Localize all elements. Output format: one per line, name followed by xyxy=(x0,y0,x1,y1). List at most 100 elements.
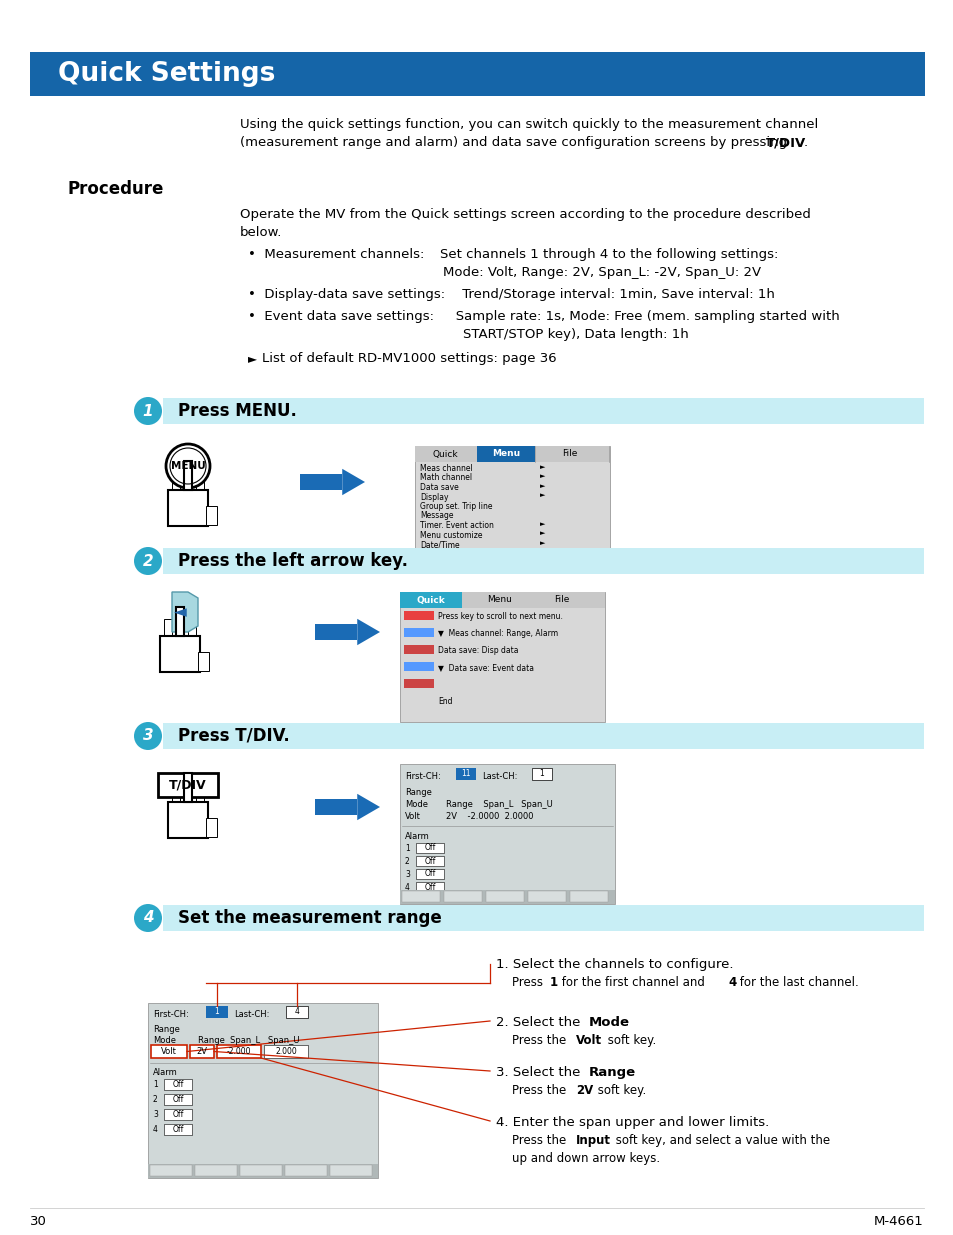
Text: below.: below. xyxy=(240,226,282,240)
Text: File: File xyxy=(554,595,569,604)
Text: Press the: Press the xyxy=(512,1034,569,1047)
Text: .: . xyxy=(622,1016,626,1029)
Text: Press the left arrow key.: Press the left arrow key. xyxy=(178,552,408,571)
Text: Menu customize: Menu customize xyxy=(419,531,482,540)
Circle shape xyxy=(133,904,162,932)
Text: Press: Press xyxy=(512,976,546,989)
Text: ►: ► xyxy=(248,352,256,366)
Text: 4: 4 xyxy=(152,1125,157,1134)
Text: ►: ► xyxy=(539,493,545,499)
Text: .: . xyxy=(803,136,807,149)
Text: First-CH:: First-CH: xyxy=(152,1010,189,1019)
Text: 4. Enter the span upper and lower limits.: 4. Enter the span upper and lower limits… xyxy=(496,1116,768,1129)
Bar xyxy=(163,905,923,931)
Text: Set the measurement range: Set the measurement range xyxy=(178,909,441,927)
Text: MENU: MENU xyxy=(171,461,205,471)
Bar xyxy=(164,1109,192,1120)
Bar xyxy=(299,473,342,490)
Bar xyxy=(416,869,443,879)
Bar xyxy=(399,890,615,904)
Bar xyxy=(172,785,179,802)
Text: Off: Off xyxy=(172,1079,184,1089)
Bar xyxy=(184,462,192,490)
Text: ►: ► xyxy=(539,531,545,536)
Text: Off: Off xyxy=(172,1110,184,1119)
Text: for the last channel.: for the last channel. xyxy=(735,976,858,989)
Bar xyxy=(164,1079,192,1091)
Bar xyxy=(476,446,535,462)
Text: Alarm: Alarm xyxy=(405,832,429,841)
Circle shape xyxy=(166,445,210,488)
Text: T/DIV: T/DIV xyxy=(169,778,207,792)
Text: Data save: Data save xyxy=(419,483,458,492)
Text: 2: 2 xyxy=(143,553,153,568)
Bar xyxy=(286,1007,308,1018)
Text: 4: 4 xyxy=(727,976,736,989)
Bar xyxy=(196,785,203,802)
Bar xyxy=(456,768,476,781)
Text: 1. Select the channels to configure.: 1. Select the channels to configure. xyxy=(496,958,733,971)
Text: (measurement range and alarm) and data save configuration screens by pressing: (measurement range and alarm) and data s… xyxy=(240,136,791,149)
Bar xyxy=(163,398,923,424)
Text: •  Display-data save settings:: • Display-data save settings: xyxy=(248,288,445,301)
Text: Press MENU.: Press MENU. xyxy=(178,403,296,420)
Text: Quick: Quick xyxy=(416,595,445,604)
Text: Message: Message xyxy=(419,511,453,520)
Bar xyxy=(194,1165,236,1176)
Text: ▼  Data save: Event data: ▼ Data save: Event data xyxy=(437,663,534,672)
Text: 4: 4 xyxy=(294,1008,299,1016)
Text: ►: ► xyxy=(539,473,545,479)
Text: Menu: Menu xyxy=(492,450,519,458)
Bar xyxy=(314,624,356,641)
Polygon shape xyxy=(356,619,379,645)
Text: 4: 4 xyxy=(143,910,153,925)
Bar xyxy=(532,768,552,781)
Text: Range    Span_L   Span_U: Range Span_L Span_U xyxy=(446,800,552,809)
Text: List of default RD-MV1000 settings: page 36: List of default RD-MV1000 settings: page… xyxy=(262,352,556,366)
Text: Using the quick settings function, you can switch quickly to the measurement cha: Using the quick settings function, you c… xyxy=(240,119,818,131)
Text: Quick: Quick xyxy=(432,450,457,458)
Text: 11: 11 xyxy=(460,769,470,778)
Text: Volt: Volt xyxy=(405,811,420,821)
Polygon shape xyxy=(342,469,365,495)
Text: up and down arrow keys.: up and down arrow keys. xyxy=(512,1152,659,1165)
Bar xyxy=(188,619,195,636)
Bar xyxy=(164,1124,192,1135)
Text: 3: 3 xyxy=(152,1110,157,1119)
Bar xyxy=(285,1165,327,1176)
Bar xyxy=(172,473,179,490)
Bar xyxy=(403,662,434,671)
Bar xyxy=(184,785,192,802)
Bar xyxy=(197,652,209,671)
Bar xyxy=(416,844,443,853)
Bar xyxy=(176,619,184,636)
Bar xyxy=(443,890,481,902)
Text: ►: ► xyxy=(539,464,545,471)
Text: Group set. Trip line: Group set. Trip line xyxy=(419,501,492,511)
Text: soft key.: soft key. xyxy=(594,1084,645,1097)
Text: Off: Off xyxy=(424,844,436,852)
Text: 2: 2 xyxy=(152,1095,157,1104)
Text: .: . xyxy=(628,1066,633,1079)
Text: Basic setting mode: Basic setting mode xyxy=(419,550,493,558)
Text: Quick Settings: Quick Settings xyxy=(58,61,275,86)
Bar xyxy=(399,764,615,904)
Bar xyxy=(416,856,443,866)
Text: Meas channel: Meas channel xyxy=(419,464,473,473)
Bar xyxy=(168,490,208,526)
Text: Press T/DIV.: Press T/DIV. xyxy=(178,727,290,745)
Bar xyxy=(216,1045,261,1058)
Text: T/DIV: T/DIV xyxy=(765,136,805,149)
Text: Trend/Storage interval: 1min, Save interval: 1h: Trend/Storage interval: 1min, Save inter… xyxy=(457,288,774,301)
Text: Data save: Disp data: Data save: Disp data xyxy=(437,646,518,655)
Bar xyxy=(168,802,208,839)
Text: 1: 1 xyxy=(550,976,558,989)
Circle shape xyxy=(133,547,162,576)
Text: Mode: Mode xyxy=(152,1036,175,1045)
Text: Off: Off xyxy=(424,883,436,892)
Text: ►: ► xyxy=(539,540,545,546)
Bar xyxy=(164,1094,192,1105)
Text: ▼  Meas channel: Range, Alarm: ▼ Meas channel: Range, Alarm xyxy=(437,629,558,638)
Text: Alarm: Alarm xyxy=(152,1068,177,1077)
Circle shape xyxy=(133,722,162,750)
